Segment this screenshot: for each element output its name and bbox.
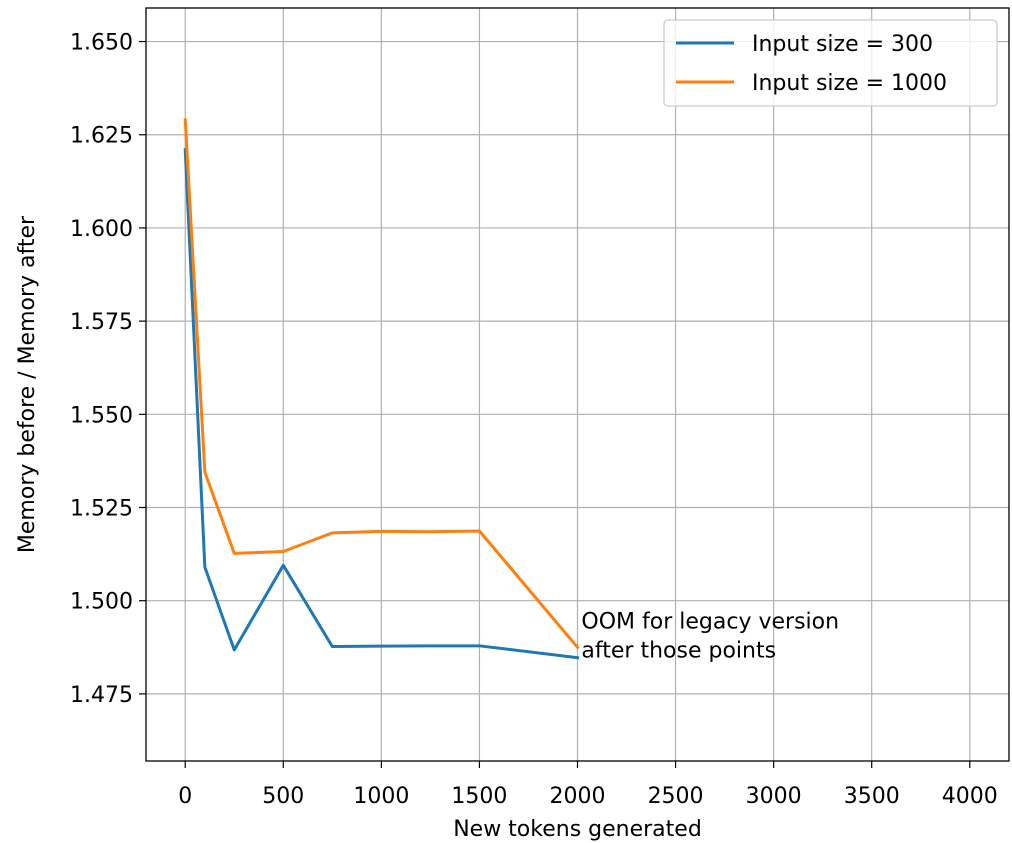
x-axis-label: New tokens generated bbox=[453, 817, 702, 842]
x-tick-label: 4000 bbox=[942, 784, 998, 809]
series-line-0 bbox=[183, 148, 580, 660]
annotation-text-1: after those points bbox=[581, 639, 776, 664]
y-tick-label: 1.525 bbox=[70, 497, 133, 522]
series-line-1 bbox=[183, 118, 580, 650]
y-tick-label: 1.625 bbox=[70, 124, 133, 149]
x-tick-label: 500 bbox=[262, 784, 304, 809]
x-tick-label: 0 bbox=[178, 784, 192, 809]
x-tick-label: 2000 bbox=[550, 784, 606, 809]
x-tick-label: 3500 bbox=[844, 784, 900, 809]
y-tick-label: 1.550 bbox=[70, 403, 133, 428]
legend-label-input-300: Input size = 300 bbox=[752, 32, 933, 57]
y-tick-label: 1.650 bbox=[70, 31, 133, 56]
x-tick-label: 3000 bbox=[746, 784, 802, 809]
legend-box bbox=[663, 19, 998, 107]
y-tick-label: 1.500 bbox=[70, 590, 133, 615]
x-tick-label: 1000 bbox=[353, 784, 409, 809]
legend-label-input-1000: Input size = 1000 bbox=[752, 71, 947, 96]
y-tick-label: 1.600 bbox=[70, 217, 133, 242]
y-tick-label: 1.475 bbox=[70, 683, 133, 708]
annotations: OOM for legacy version after those points bbox=[581, 610, 839, 664]
x-tick-label: 2500 bbox=[648, 784, 704, 809]
series-layer bbox=[183, 118, 580, 660]
axis-ticks: 0 500 1000 1500 2000 2500 3000 3500 4000 1.475 1.5… bbox=[70, 31, 998, 809]
annotation-text-0: OOM for legacy version bbox=[581, 610, 839, 635]
y-tick-label: 1.575 bbox=[70, 310, 133, 335]
y-axis-label: Memory before / Memory after bbox=[15, 215, 40, 553]
grid-lines bbox=[146, 8, 1009, 761]
x-tick-label: 1500 bbox=[451, 784, 507, 809]
legend: Input size = 300 Input size = 1000 bbox=[663, 19, 998, 107]
